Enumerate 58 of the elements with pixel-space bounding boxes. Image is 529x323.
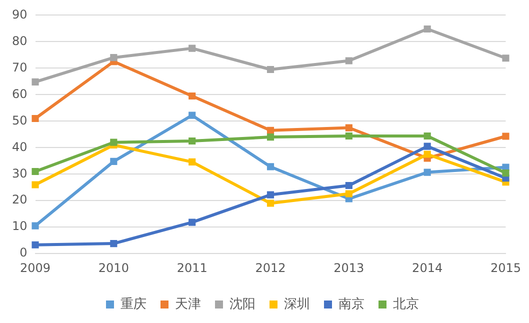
point (345, 182, 352, 190)
point (188, 137, 196, 145)
legend-label: 天津 (175, 296, 201, 312)
point (424, 168, 431, 176)
legend-label: 沈阳 (230, 296, 256, 312)
point (424, 142, 431, 150)
point (188, 92, 196, 100)
y-tick-label: 20 (12, 192, 28, 207)
x-tick-label: 2009 (20, 260, 51, 275)
x-tick-label: 2014 (412, 260, 443, 275)
point (32, 181, 39, 188)
point (345, 132, 352, 140)
y-tick-label: 80 (12, 34, 28, 48)
point (266, 200, 274, 207)
y-tick-label: 0 (20, 246, 28, 260)
x-tick-label: 2013 (334, 260, 364, 275)
point (110, 240, 118, 248)
point (188, 44, 196, 52)
point (266, 191, 274, 198)
point (188, 112, 196, 119)
y-tick-label: 50 (12, 113, 28, 128)
point (345, 190, 352, 198)
point (32, 168, 39, 176)
point (32, 222, 39, 230)
point (32, 78, 39, 86)
x-tick-label: 2012 (255, 260, 286, 275)
point (345, 57, 352, 64)
point (502, 132, 510, 140)
point (424, 150, 431, 158)
y-tick-label: 60 (12, 86, 28, 101)
x-tick-label: 2015 (490, 260, 522, 275)
point (188, 218, 196, 226)
point (266, 134, 274, 141)
point (110, 138, 118, 146)
point (188, 158, 196, 166)
point (266, 66, 274, 74)
point (32, 114, 39, 122)
point (32, 241, 39, 248)
x-tick-label: 2010 (98, 260, 129, 275)
x-tick-label: 2011 (176, 260, 208, 275)
point (502, 170, 510, 177)
y-tick-label: 10 (12, 219, 28, 234)
point (110, 158, 118, 165)
y-tick-label: 40 (12, 140, 28, 154)
point (502, 54, 510, 62)
y-tick-label: 30 (12, 166, 28, 180)
point (266, 163, 274, 170)
y-tick-label: 70 (12, 60, 28, 74)
point (424, 25, 431, 33)
point (266, 126, 274, 134)
y-tick-label: 90 (12, 7, 28, 22)
legend-label: 重庆 (120, 296, 146, 312)
point (110, 54, 118, 62)
legend-label: 北京 (393, 296, 419, 312)
point (345, 124, 352, 132)
legend-label: 深圳 (284, 296, 310, 312)
point (424, 132, 431, 140)
legend-label: 南京 (338, 296, 364, 312)
